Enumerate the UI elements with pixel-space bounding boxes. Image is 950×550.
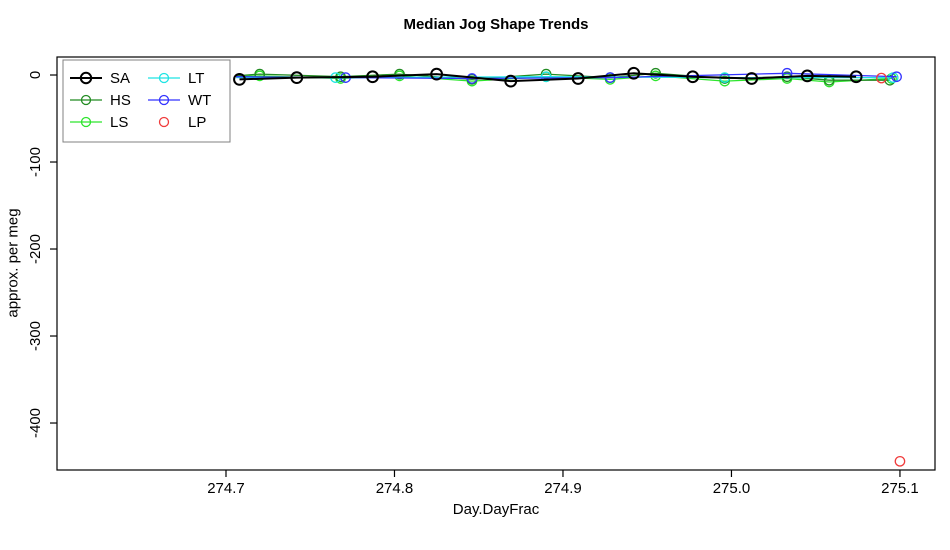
plot-box [56, 56, 936, 471]
series-LP-point [894, 455, 906, 467]
x-tick-label: 274.8 [376, 480, 414, 497]
x-tick-label: 275.0 [713, 480, 751, 497]
series-WT-point [604, 72, 616, 83]
legend-label-SA: SA [110, 70, 130, 87]
series-SA-point [627, 66, 641, 80]
series-HS-point [394, 68, 405, 80]
legend-label-HS: HS [110, 92, 131, 109]
series-LS-point [719, 75, 731, 87]
x-axis-label: Day.DayFrac [452, 501, 540, 518]
legend-label-LP: LP [188, 114, 206, 131]
series-SA-point [849, 70, 863, 84]
series-SA-point [430, 67, 444, 81]
series-WT-point [781, 67, 793, 79]
series-LP-point [876, 72, 887, 84]
legend-marker-SA [79, 71, 93, 85]
series-SA-line [239, 72, 857, 83]
legend-marker-LP [158, 116, 170, 128]
legend-marker-HS [80, 94, 92, 106]
series-SA-point [745, 72, 759, 85]
chart-title: Median Jog Shape Trends [403, 16, 589, 33]
series-SA-point [686, 70, 700, 84]
series-LT-point [540, 71, 552, 83]
legend-label-LT: LT [188, 70, 204, 87]
y-tick-label: -300 [27, 321, 44, 351]
x-tick-label: 274.7 [207, 480, 245, 497]
legend-marker-LS [80, 116, 92, 128]
x-tick-label: 275.1 [881, 480, 919, 497]
series-SA-point [290, 71, 304, 85]
series-HS-point [650, 67, 661, 79]
y-tick-label: -100 [27, 147, 44, 177]
legend-label-WT: WT [188, 92, 211, 109]
series-SA-point [504, 74, 518, 88]
legend-marker-LT [158, 72, 170, 84]
y-tick-label: -400 [27, 408, 44, 438]
series-SA-point [571, 72, 585, 85]
series-SA-point [233, 72, 246, 86]
series-WT-point [891, 71, 902, 83]
legend-label-LS: LS [110, 114, 128, 131]
x-tick-label: 274.9 [544, 480, 582, 497]
series-SA-point [800, 69, 814, 83]
y-tick-label: 0 [27, 71, 44, 79]
y-tick-label: -200 [27, 234, 44, 264]
legend-marker-WT [158, 94, 170, 106]
series-SA-point [366, 70, 379, 84]
